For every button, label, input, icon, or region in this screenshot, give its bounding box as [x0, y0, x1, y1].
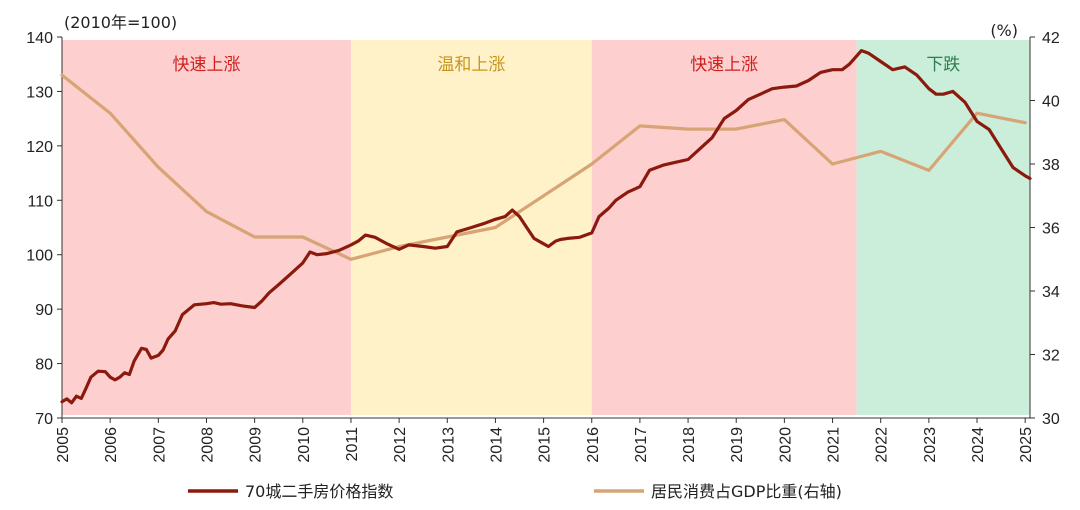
x-tick-label-2015: 2015 [537, 427, 554, 463]
left-tick-label-120: 120 [26, 139, 53, 156]
x-tick-label-2023: 2023 [922, 427, 939, 463]
x-tick-label-2021: 2021 [826, 427, 843, 463]
x-tick-label-2013: 2013 [440, 427, 457, 463]
x-tick-label-2011: 2011 [344, 427, 361, 462]
x-tick-label-2008: 2008 [199, 427, 216, 463]
right-tick-label-34: 34 [1042, 284, 1060, 301]
phase-band-2 [591, 40, 857, 415]
x-tick-label-2010: 2010 [296, 427, 313, 463]
x-tick-label-2019: 2019 [729, 427, 746, 463]
legend-label-consumption-share: 居民消费占GDP比重(右轴) [651, 482, 842, 501]
x-tick-label-2012: 2012 [392, 427, 409, 463]
phase-band-3 [856, 40, 1030, 415]
x-tick-label-2017: 2017 [633, 427, 650, 463]
right-tick-label-42: 42 [1042, 30, 1060, 47]
phase-bands: 快速上涨 温和上涨 快速上涨 下跌 [62, 40, 1030, 415]
phase-label-2: 快速上涨 [690, 55, 758, 75]
x-tick-label-2020: 2020 [777, 427, 794, 463]
left-tick-label-70: 70 [35, 411, 53, 428]
phase-band-0 [62, 40, 351, 415]
series-line-0 [60, 48, 1032, 405]
right-tick-label-36: 36 [1042, 221, 1060, 238]
right-tick-label-40: 40 [1042, 94, 1060, 111]
phase-label-0: 快速上涨 [172, 55, 240, 75]
legend-label-price-index: 70城二手房价格指数 [245, 482, 393, 501]
phase-label-1: 温和上涨 [437, 55, 505, 75]
series-lines [60, 48, 1032, 405]
x-tick-label-2006: 2006 [103, 427, 120, 463]
left-tick-label-80: 80 [35, 357, 53, 374]
x-tick-label-2014: 2014 [488, 427, 505, 463]
x-tick-label-2009: 2009 [248, 427, 265, 463]
x-tick-label-2007: 2007 [151, 427, 168, 463]
left-axis-unit: (2010年=100) [64, 13, 177, 32]
x-tick-label-2005: 2005 [55, 427, 72, 463]
right-tick-label-32: 32 [1042, 348, 1060, 365]
right-tick-label-30: 30 [1042, 411, 1060, 428]
left-tick-label-100: 100 [26, 248, 53, 265]
x-tick-label-2025: 2025 [1018, 427, 1035, 463]
x-tick-label-2024: 2024 [970, 427, 987, 463]
left-tick-label-140: 140 [26, 30, 53, 47]
x-tick-label-2018: 2018 [681, 427, 698, 463]
legend: 70城二手房价格指数 居民消费占GDP比重(右轴) [188, 482, 842, 501]
phase-label-3: 下跌 [926, 55, 960, 75]
axes: (2010年=100) (%) 70 80 90 100 110 120 130 140 30 3… [26, 13, 1060, 463]
left-tick-label-130: 130 [26, 84, 53, 101]
right-axis-unit: (%) [990, 21, 1018, 40]
left-tick-label-110: 110 [27, 193, 53, 210]
x-tick-label-2016: 2016 [585, 427, 602, 463]
x-tick-label-2022: 2022 [874, 427, 891, 463]
series-line-1 [60, 73, 1027, 261]
right-tick-label-38: 38 [1042, 157, 1060, 174]
left-tick-label-90: 90 [35, 302, 53, 319]
